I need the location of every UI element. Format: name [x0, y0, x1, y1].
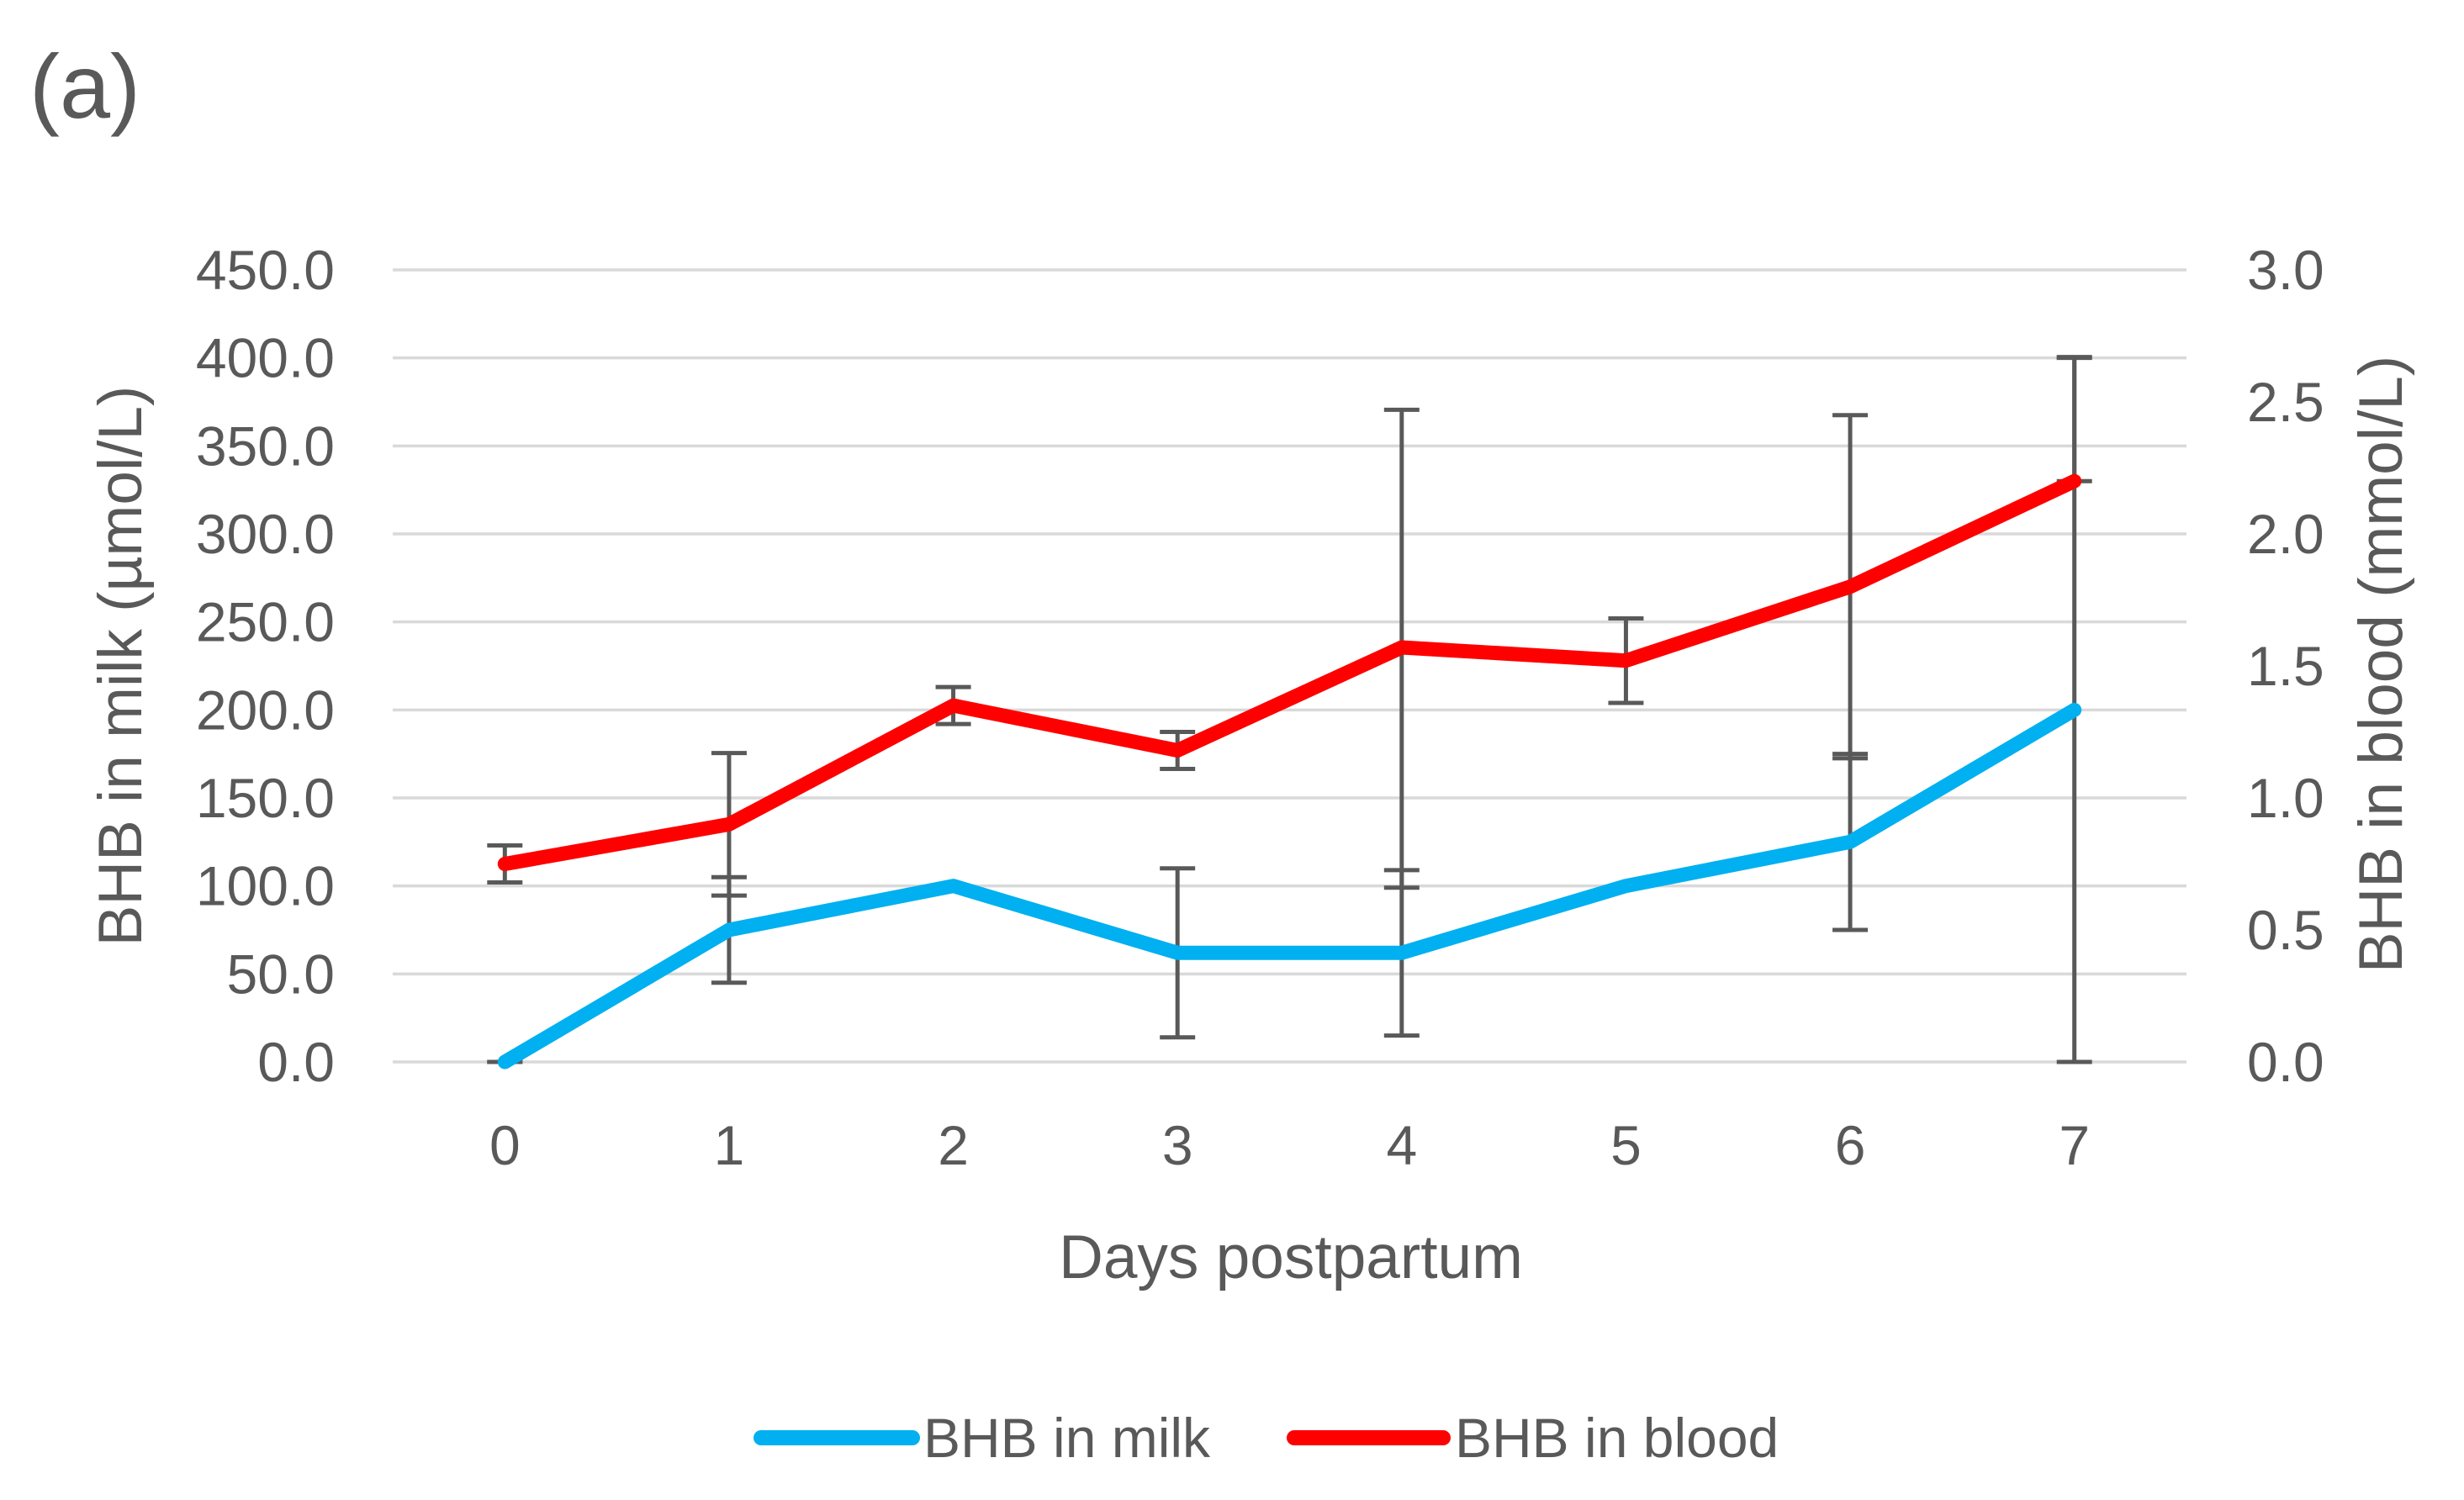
right-axis-tick-label: 2.5: [2247, 371, 2324, 433]
x-axis-tick-label: 2: [938, 1114, 969, 1176]
x-axis-tick-label: 3: [1162, 1114, 1193, 1176]
left-axis-tick-label: 200.0: [196, 679, 335, 741]
x-axis-tick-label: 5: [1610, 1114, 1642, 1176]
x-axis-tick-label: 4: [1386, 1114, 1417, 1176]
legend: BHB in milk BHB in blood: [753, 1407, 1779, 1469]
right-axis-tick-label: 2.0: [2247, 503, 2324, 565]
left-axis-tick-label: 300.0: [196, 503, 335, 565]
legend-label-blood: BHB in blood: [1455, 1407, 1779, 1469]
right-axis-title: BHB in blood (mmol/L): [2347, 356, 2415, 973]
x-axis-tick-label: 7: [2059, 1114, 2090, 1176]
plot-area: 0.050.0100.0150.0200.0250.0300.0350.0400…: [196, 239, 2324, 1176]
left-axis-tick-label: 100.0: [196, 855, 335, 917]
left-axis-tick-label: 250.0: [196, 591, 335, 653]
right-axis-tick-label: 3.0: [2247, 239, 2324, 301]
left-axis-tick-label: 350.0: [196, 415, 335, 477]
left-axis-title: BHB in milk (µmol/L): [87, 386, 155, 947]
x-axis-tick-label: 6: [1835, 1114, 1866, 1176]
right-axis-tick-label: 1.0: [2247, 767, 2324, 829]
x-axis-title: Days postpartum: [1059, 1223, 1523, 1291]
right-axis-tick-label: 0.0: [2247, 1031, 2324, 1093]
left-axis-tick-label: 150.0: [196, 767, 335, 829]
right-axis-tick-label: 1.5: [2247, 635, 2324, 697]
legend-label-milk: BHB in milk: [923, 1407, 1211, 1469]
left-axis-tick-label: 50.0: [227, 943, 335, 1005]
series-line-bhb-in-milk: [497, 702, 2082, 1070]
figure-label: (a): [29, 35, 140, 137]
right-axis-tick-label: 0.5: [2247, 899, 2324, 961]
x-axis-tick-label: 1: [714, 1114, 745, 1176]
x-axis-tick-label: 0: [489, 1114, 521, 1176]
left-axis-tick-label: 0.0: [257, 1031, 335, 1093]
series-line-bhb-in-blood: [497, 473, 2082, 871]
left-axis-tick-label: 450.0: [196, 239, 335, 301]
left-axis-tick-label: 400.0: [196, 327, 335, 389]
